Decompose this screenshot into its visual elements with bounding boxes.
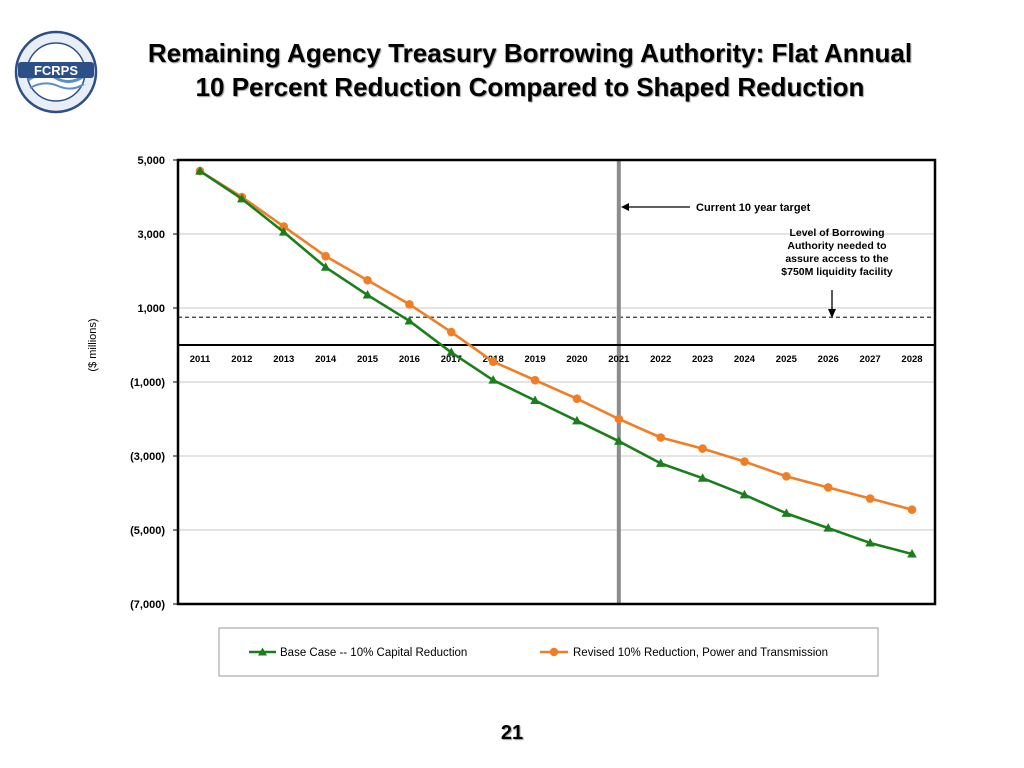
series-group [195, 166, 917, 558]
data-point-triangle [572, 415, 582, 425]
target-annotation: Current 10 year target [696, 202, 811, 214]
logo-text: FCRPS [34, 63, 78, 78]
data-point-triangle [530, 395, 540, 404]
data-point-triangle [823, 523, 834, 532]
x-tick-label: 2011 [190, 354, 211, 365]
x-tick-label: 2013 [273, 354, 294, 365]
data-point-circle [446, 327, 456, 337]
x-tick-label: 2027 [860, 354, 881, 365]
y-tick-label: 5,000 [137, 155, 165, 167]
x-tick-label: 2017 [441, 354, 462, 365]
legend-series-1: Base Case -- 10% Capital Reduction [280, 647, 467, 659]
y-tick-label: (1,000) [130, 377, 165, 389]
legend-triangle-icon [258, 647, 267, 656]
data-point-triangle [278, 227, 289, 236]
data-point-circle [530, 375, 540, 385]
data-point-circle [363, 275, 372, 285]
data-point-circle [865, 494, 875, 503]
data-point-circle [698, 444, 707, 453]
liquidity-annotation-line-3: assure access to the [785, 253, 888, 265]
data-point-circle [572, 394, 582, 403]
data-point-triangle [446, 347, 457, 356]
target-arrowhead-icon [621, 203, 629, 211]
data-point-circle [279, 222, 289, 231]
title-line-2: 10 Percent Reduction Compared to Shaped … [195, 72, 865, 102]
y-tick-label: (5,000) [130, 525, 165, 537]
liquidity-annotation-line-2: Authority needed to [787, 240, 886, 252]
data-point-triangle [488, 375, 498, 384]
data-point-triangle [362, 290, 373, 299]
data-point-triangle [907, 549, 917, 558]
fcrps-logo-icon: FCRPS [14, 30, 98, 114]
data-point-circle [488, 357, 498, 366]
data-point-triangle [404, 315, 415, 325]
y-axis-label: ($ millions) [87, 318, 99, 371]
x-tick-label: 2020 [566, 354, 587, 365]
data-point-circle [782, 472, 791, 481]
data-point-circle [405, 300, 414, 309]
x-axis: 2011201220132014201520162017201820192020… [190, 354, 923, 365]
data-point-circle [907, 505, 917, 514]
x-tick-label: 2015 [357, 354, 379, 365]
data-point-circle [321, 251, 330, 261]
data-point-circle [614, 414, 624, 424]
data-point-triangle [781, 508, 792, 517]
title-line-1: Remaining Agency Treasury Borrowing Auth… [147, 38, 913, 68]
liquidity-annotation-line-4: $750M liquidity facility [781, 266, 893, 278]
x-tick-label: 2024 [734, 354, 756, 365]
y-tick-label: 3,000 [137, 229, 165, 241]
liquidity-arrowhead-icon [828, 309, 836, 318]
data-point-triangle [237, 193, 247, 203]
x-tick-label: 2026 [818, 354, 839, 365]
series-line-triangle [199, 170, 913, 556]
data-point-triangle [655, 458, 666, 467]
gridlines [178, 233, 935, 531]
page-number: 21 [500, 722, 524, 744]
x-tick-label: 2019 [524, 354, 545, 365]
data-point-triangle [614, 436, 624, 445]
data-point-triangle [865, 537, 875, 547]
legend-series-2: Revised 10% Reduction, Power and Transmi… [573, 647, 828, 659]
data-point-circle [656, 433, 666, 442]
x-tick-label: 2012 [231, 354, 252, 365]
data-point-circle [823, 483, 833, 492]
x-tick-label: 2028 [901, 354, 922, 365]
data-point-triangle [320, 262, 331, 271]
y-axis: 5,000 3,000 1,000 (1,000) (3,000) (5,000) (7,0… [130, 155, 178, 611]
y-tick-label: 1,000 [137, 303, 165, 315]
x-tick-label: 2025 [776, 354, 798, 365]
legend-circle-icon [549, 647, 559, 657]
x-tick-label: 2022 [650, 354, 671, 365]
x-tick-label: 2016 [399, 354, 420, 365]
series-line-circle [199, 169, 913, 511]
data-point-circle [740, 457, 749, 466]
data-point-triangle [697, 473, 708, 482]
page-title: Remaining Agency Treasury Borrowing Auth… [110, 36, 950, 104]
y-tick-label: (3,000) [130, 451, 165, 463]
x-tick-label: 2023 [692, 354, 713, 365]
y-tick-label: (7,000) [130, 599, 165, 611]
data-point-triangle [739, 489, 750, 499]
x-tick-label: 2014 [315, 354, 337, 365]
data-point-triangle [195, 166, 205, 175]
x-tick-label: 2021 [608, 354, 630, 365]
liquidity-annotation-line-1: Level of Borrowing [789, 227, 884, 239]
